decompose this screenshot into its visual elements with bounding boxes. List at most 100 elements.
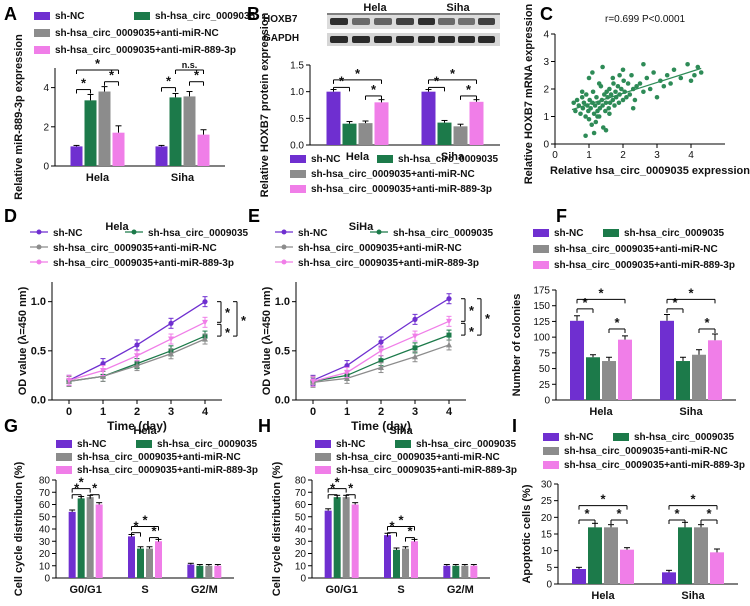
legend-entry: sh-hsa_circ_0009035+anti-miR-NC: [311, 169, 475, 180]
scatter-point: [630, 105, 636, 111]
blot-band: [418, 36, 435, 43]
scatter-point: [647, 86, 653, 92]
legend-entry: sh-hsa_circ_0009035+anti-miR-NC: [564, 446, 728, 457]
significance-mark: *: [348, 481, 354, 496]
y-tick-label: 10: [39, 561, 51, 572]
bar: [692, 354, 706, 400]
x-tick-label: 4: [202, 406, 209, 418]
blot-label: HOXB7: [263, 14, 298, 25]
scatter-point: [592, 103, 598, 108]
data-point: [134, 353, 140, 359]
panel-letter: D: [4, 206, 17, 226]
y-tick-label: 0.5: [275, 345, 290, 357]
legend-swatch: [533, 229, 549, 237]
data-point: [310, 378, 316, 385]
bar: [586, 357, 600, 400]
bar: [84, 100, 97, 166]
scatter-point: [651, 70, 656, 75]
bar: [620, 549, 634, 584]
y-tick-label: 60: [39, 500, 51, 511]
blot-strip: [327, 33, 419, 46]
significance-mark: *: [584, 506, 590, 521]
category-label: Siha: [441, 151, 465, 163]
scatter-point: [594, 94, 599, 100]
category-label: Hela: [591, 590, 615, 602]
scatter-point: [591, 111, 597, 117]
blot-band: [418, 18, 435, 25]
data-point: [378, 358, 384, 364]
y-axis-label: Relative miR-889-3p expression: [13, 34, 25, 200]
scatter-point: [590, 89, 596, 95]
y-tick-label: 70: [39, 488, 51, 499]
y-axis-label: OD value (λ=450 nm): [261, 286, 273, 395]
blot-band: [352, 18, 370, 25]
significance-mark: *: [466, 82, 472, 97]
bar: [618, 339, 632, 400]
blot-band: [330, 18, 348, 25]
bar: [602, 361, 616, 400]
legend-swatch: [377, 155, 393, 163]
legend-entry: sh-hsa_circ_0009035+anti-miR-889-3p: [336, 465, 517, 476]
legend-entry: sh-hsa_circ_0009035+anti-miR-889-3p: [554, 260, 735, 271]
bar: [68, 511, 76, 578]
legend-swatch: [34, 29, 50, 37]
significance-mark: *: [614, 315, 620, 330]
legend-entry: sh-hsa_circ_0009035+anti-miR-889-3p: [311, 184, 492, 195]
significance-mark: *: [598, 285, 604, 300]
scatter-point: [583, 133, 588, 139]
legend-swatch: [395, 440, 411, 448]
scatter-point: [603, 108, 608, 114]
scatter-point: [637, 81, 643, 86]
scatter-point: [695, 64, 701, 70]
bar: [384, 535, 391, 578]
scatter-point: [625, 81, 631, 86]
scatter-point: [586, 75, 592, 81]
legend-swatch: [533, 245, 549, 253]
legend-swatch: [543, 447, 559, 455]
blot-band: [396, 18, 414, 25]
data-point: [446, 341, 452, 348]
data-point: [412, 345, 418, 351]
y-tick-label: 0: [544, 396, 550, 407]
legend-swatch: [315, 440, 331, 448]
bar: [333, 497, 341, 578]
scatter-point: [685, 61, 690, 67]
data-point: [446, 318, 452, 325]
category-label: G2/M: [447, 584, 474, 596]
bar: [77, 498, 85, 578]
significance-mark: *: [398, 513, 404, 528]
significance-mark: *: [688, 285, 694, 300]
panel-letter: A: [4, 4, 17, 24]
legend-entry: sh-hsa_circ_0009035+anti-miR-889-3p: [298, 258, 479, 269]
data-point: [202, 319, 208, 326]
y-tick-label: 60: [295, 500, 307, 511]
bar: [588, 527, 602, 584]
category-label: Hela: [589, 406, 613, 418]
category-label: G2/M: [191, 584, 218, 596]
bar: [86, 497, 94, 578]
y-tick-label: 5: [546, 563, 552, 574]
significance-mark: *: [469, 303, 475, 318]
legend-entry: sh-NC: [53, 228, 82, 239]
scatter-point: [641, 89, 646, 95]
significance-mark: *: [166, 74, 172, 89]
scatter-point: [654, 94, 660, 100]
scatter-point: [632, 97, 638, 103]
legend-entry: sh-hsa_circ_0009035: [393, 228, 494, 239]
y-tick-label: 0: [43, 162, 49, 173]
y-axis-label: OD value (λ=450 nm): [17, 286, 29, 395]
significance-mark: *: [225, 305, 231, 320]
y-tick-label: 0: [300, 574, 306, 585]
data-point: [378, 364, 384, 371]
bar: [155, 146, 168, 166]
bar: [708, 340, 722, 400]
blot-band: [330, 36, 348, 43]
bar: [70, 146, 83, 166]
data-point: [202, 299, 208, 305]
y-tick-label: 50: [295, 512, 307, 523]
data-point: [100, 373, 106, 379]
data-point: [168, 350, 174, 357]
data-point: [100, 361, 106, 367]
significance-mark: n.s.: [182, 60, 198, 70]
y-tick-label: 3: [543, 57, 549, 68]
